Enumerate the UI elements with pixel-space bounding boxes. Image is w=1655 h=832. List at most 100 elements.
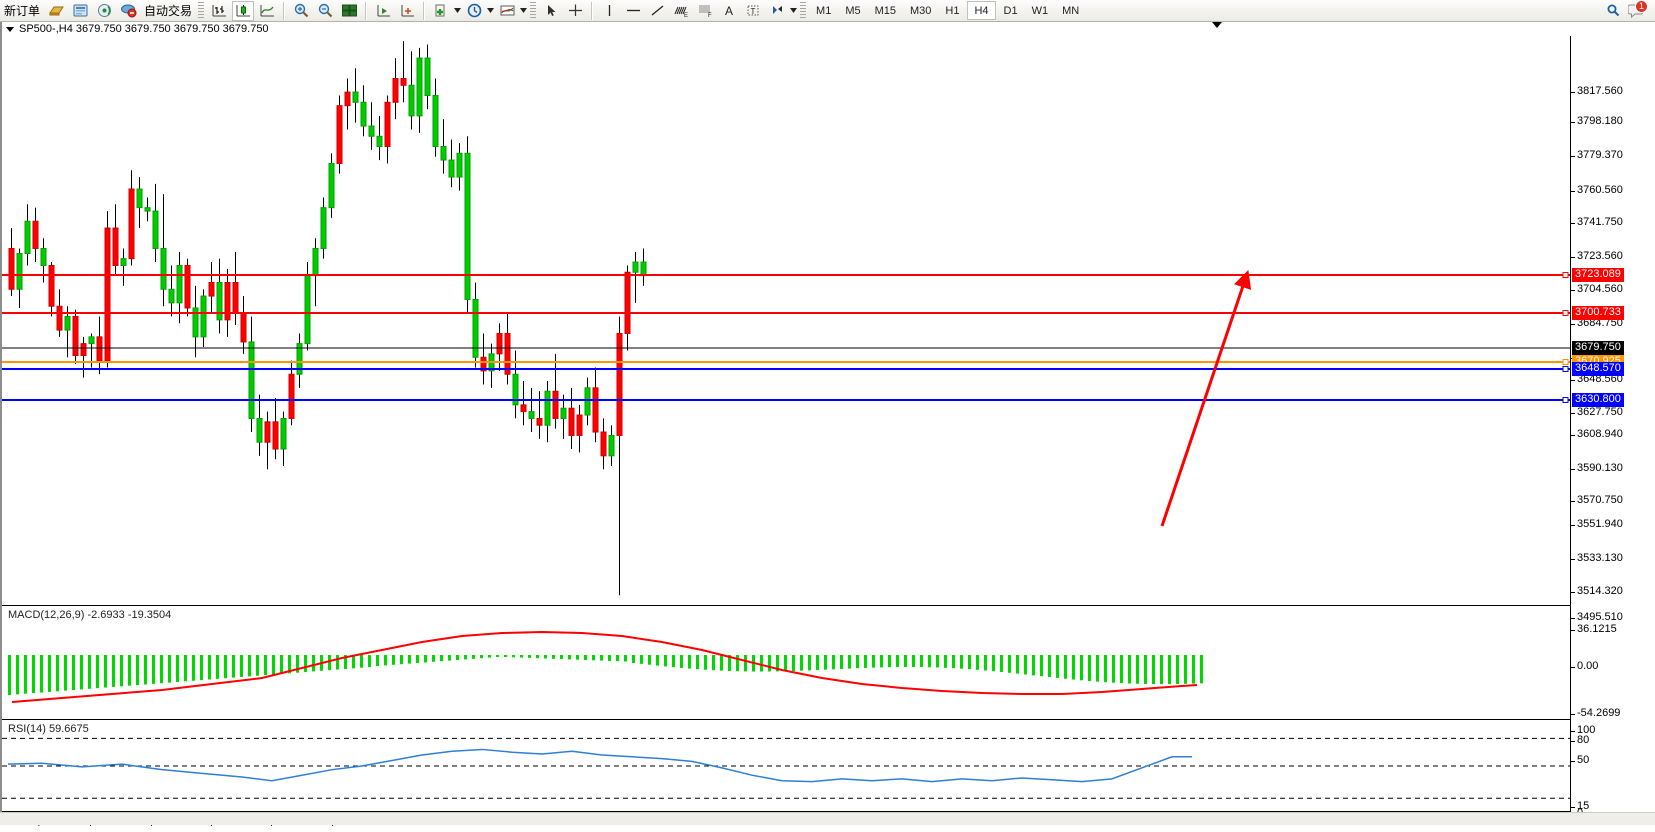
cursor-icon[interactable] bbox=[540, 1, 562, 21]
search-icon[interactable] bbox=[1602, 1, 1624, 21]
candle-body bbox=[353, 92, 358, 102]
hline-icon[interactable] bbox=[622, 1, 644, 21]
timeframe-m15[interactable]: M15 bbox=[869, 1, 902, 20]
price-pane[interactable] bbox=[2, 36, 1570, 602]
shapes-icon[interactable] bbox=[766, 1, 788, 21]
macd-histogram-bar bbox=[824, 655, 827, 670]
timeframe-h1[interactable]: H1 bbox=[939, 1, 965, 20]
elliott-wave-icon[interactable]: E bbox=[670, 1, 692, 21]
autotrading-icon[interactable] bbox=[117, 1, 139, 21]
macd-histogram-bar bbox=[976, 655, 979, 670]
crosshair-icon[interactable] bbox=[564, 1, 586, 21]
candle-body bbox=[225, 282, 230, 319]
text-label-icon[interactable]: T bbox=[742, 1, 764, 21]
price-tick: 3570.750 bbox=[1571, 495, 1623, 507]
macd-histogram-bar bbox=[600, 655, 603, 661]
notifications-icon[interactable]: 1 bbox=[1626, 1, 1648, 21]
toolbar-grip[interactable] bbox=[198, 2, 204, 20]
macd-histogram-bar bbox=[568, 655, 571, 659]
macd-pane[interactable]: MACD(12,26,9) -2.6933 -19.3504 bbox=[2, 605, 1570, 715]
level-tag-support-2[interactable]: 3630.800 bbox=[1572, 393, 1624, 407]
period-icon[interactable] bbox=[463, 1, 485, 21]
candle-body bbox=[25, 221, 30, 253]
macd-histogram-bar bbox=[616, 655, 619, 661]
price-tick: 3590.130 bbox=[1571, 463, 1623, 475]
toolbar-grip-3[interactable] bbox=[800, 2, 806, 20]
macd-histogram-bar bbox=[1176, 655, 1179, 684]
candle-body bbox=[297, 344, 302, 375]
templates-icon[interactable] bbox=[430, 1, 452, 21]
shapes-chevron-down-icon[interactable] bbox=[789, 1, 798, 21]
candle-body bbox=[41, 248, 46, 265]
fibonacci-icon[interactable]: F bbox=[694, 1, 716, 21]
candlestick-icon[interactable] bbox=[232, 1, 254, 21]
macd-histogram-bar bbox=[1000, 655, 1003, 672]
macd-histogram-bar bbox=[192, 655, 195, 681]
candle-body bbox=[465, 153, 470, 299]
auto-scroll-icon[interactable] bbox=[396, 1, 418, 21]
templates-chevron-down-icon[interactable] bbox=[453, 1, 462, 21]
candle-body bbox=[257, 418, 262, 442]
macd-histogram-bar bbox=[1008, 655, 1011, 673]
macd-histogram-bar bbox=[472, 655, 475, 659]
new-order-button[interactable]: 新订单 bbox=[0, 0, 44, 22]
signal-icon[interactable] bbox=[93, 1, 115, 21]
chart-menu-triangle-icon[interactable] bbox=[6, 27, 14, 32]
macd-histogram-bar bbox=[560, 655, 563, 659]
autotrading-label[interactable]: 自动交易 bbox=[140, 0, 196, 22]
macd-histogram-bar bbox=[480, 655, 483, 658]
macd-histogram-bar bbox=[736, 655, 739, 671]
macd-histogram-bar bbox=[576, 655, 579, 660]
macd-histogram-bar bbox=[960, 655, 963, 669]
macd-histogram-bar bbox=[992, 655, 995, 671]
macd-histogram-bar bbox=[176, 655, 179, 682]
text-icon[interactable]: A bbox=[718, 1, 740, 21]
terminal-icon[interactable] bbox=[69, 1, 91, 21]
indicators-chevron-down-icon[interactable] bbox=[519, 1, 528, 21]
macd-histogram-bar bbox=[256, 655, 259, 676]
tile-windows-icon[interactable] bbox=[338, 1, 360, 21]
bar-chart-icon[interactable] bbox=[208, 1, 230, 21]
gold-bar-icon[interactable] bbox=[45, 1, 67, 21]
chart-shift-icon[interactable] bbox=[372, 1, 394, 21]
macd-histogram-bar bbox=[16, 655, 19, 694]
rsi-pane[interactable]: RSI(14) 59.6675 bbox=[2, 719, 1570, 812]
macd-histogram-bar bbox=[1032, 655, 1035, 675]
macd-histogram-bar bbox=[368, 655, 371, 667]
timeframe-mn[interactable]: MN bbox=[1056, 1, 1085, 20]
toolbar-grip-2[interactable] bbox=[530, 2, 536, 20]
candle-body bbox=[321, 208, 326, 249]
timeframe-d1[interactable]: D1 bbox=[998, 1, 1024, 20]
macd-label: MACD(12,26,9) -2.6933 -19.3504 bbox=[8, 609, 171, 621]
toolbar-separator-3 bbox=[423, 2, 425, 20]
macd-histogram-bar bbox=[1184, 655, 1187, 684]
level-tag-current-price[interactable]: 3679.750 bbox=[1572, 341, 1624, 355]
vline-icon[interactable] bbox=[598, 1, 620, 21]
line-chart-icon[interactable] bbox=[256, 1, 278, 21]
macd-histogram-bar bbox=[632, 655, 635, 663]
macd-histogram-bar bbox=[1192, 655, 1195, 684]
level-tag-support-1[interactable]: 3648.570 bbox=[1572, 362, 1624, 376]
candle-body bbox=[89, 337, 94, 344]
zoom-out-icon[interactable] bbox=[314, 1, 336, 21]
indicators-icon[interactable] bbox=[496, 1, 518, 21]
zoom-in-icon[interactable] bbox=[290, 1, 312, 21]
macd-histogram-bar bbox=[896, 655, 899, 667]
timeframe-h4[interactable]: H4 bbox=[967, 1, 995, 20]
price-tick: 3627.750 bbox=[1571, 407, 1623, 419]
timeframe-w1[interactable]: W1 bbox=[1026, 1, 1055, 20]
macd-histogram-bar bbox=[248, 655, 251, 676]
timeframe-m30[interactable]: M30 bbox=[904, 1, 937, 20]
timeframe-m5[interactable]: M5 bbox=[839, 1, 866, 20]
timeframe-m1[interactable]: M1 bbox=[810, 1, 837, 20]
candle-body bbox=[617, 333, 622, 435]
candle-body bbox=[145, 208, 150, 211]
trendline-icon[interactable] bbox=[646, 1, 668, 21]
level-tag-resistance-1[interactable]: 3723.089 bbox=[1572, 268, 1624, 282]
period-chevron-down-icon[interactable] bbox=[486, 1, 495, 21]
macd-histogram-bar bbox=[1144, 655, 1147, 684]
level-tag-resistance-2[interactable]: 3700.733 bbox=[1572, 306, 1624, 320]
toolbar-separator-4 bbox=[591, 2, 593, 20]
candle-body bbox=[57, 306, 62, 330]
